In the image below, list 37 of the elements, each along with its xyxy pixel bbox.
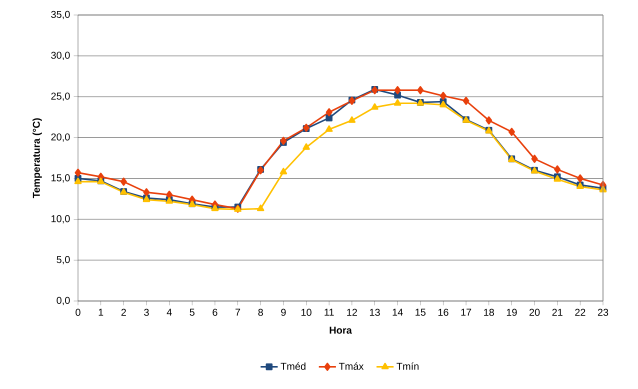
y-tick-label: 20,0 bbox=[51, 133, 70, 142]
x-axis-title: Hora bbox=[330, 326, 352, 334]
legend-label: Tmáx bbox=[338, 362, 364, 370]
y-tick-label: 25,0 bbox=[51, 92, 70, 101]
x-tick-label: 9 bbox=[281, 308, 286, 316]
y-axis-title: Temperatura (°C) bbox=[32, 118, 42, 198]
x-tick-label: 21 bbox=[552, 308, 562, 316]
x-tick-label: 20 bbox=[529, 308, 540, 316]
x-tick-label: 1 bbox=[98, 308, 104, 316]
y-tick-label: 15,0 bbox=[52, 174, 70, 183]
x-tick-label: 23 bbox=[598, 308, 608, 316]
x-tick-label: 19 bbox=[506, 308, 517, 316]
x-tick-label: 22 bbox=[575, 308, 586, 316]
x-tick-label: 3 bbox=[144, 308, 149, 316]
y-tick-label: 0,0 bbox=[56, 296, 70, 306]
x-tick-label: 12 bbox=[347, 308, 357, 316]
legend-label: Tméd bbox=[280, 362, 306, 370]
x-tick-label: 16 bbox=[438, 308, 448, 316]
y-tick-label: 30,0 bbox=[51, 52, 70, 60]
y-tick-label: 10,0 bbox=[52, 215, 70, 224]
x-tick-label: 17 bbox=[461, 308, 472, 316]
x-tick-label: 11 bbox=[324, 308, 334, 316]
y-tick-label: 5,0 bbox=[56, 256, 70, 264]
x-tick-label: 14 bbox=[392, 308, 403, 316]
x-tick-label: 10 bbox=[301, 308, 312, 316]
x-tick-label: 2 bbox=[121, 308, 126, 316]
x-tick-label: 6 bbox=[212, 308, 218, 316]
x-tick-label: 7 bbox=[236, 308, 240, 316]
x-tick-label: 5 bbox=[190, 308, 194, 316]
x-tick-label: 18 bbox=[484, 308, 494, 316]
x-tick-label: 13 bbox=[370, 308, 380, 316]
x-tick-label: 8 bbox=[258, 308, 263, 316]
legend-label: Tmín bbox=[396, 362, 419, 370]
x-tick-label: 0 bbox=[76, 308, 80, 316]
x-tick-label: 15 bbox=[416, 308, 426, 316]
x-tick-label: 4 bbox=[166, 308, 172, 316]
y-tick-label: 35,0 bbox=[51, 10, 70, 20]
